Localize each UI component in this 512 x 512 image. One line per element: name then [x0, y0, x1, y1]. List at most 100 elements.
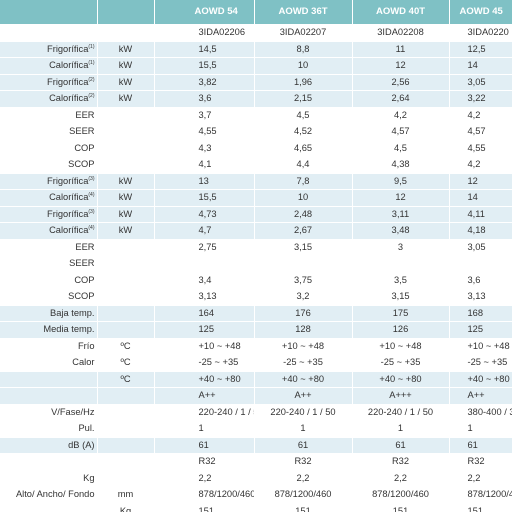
column-header: AOWD 54 [154, 0, 255, 25]
row-label: Media temp. [0, 321, 98, 339]
row-label [0, 371, 98, 388]
row-label-text: Frigorífica [47, 175, 89, 186]
cell-value: 2,15 [254, 90, 353, 108]
row-label-text: Frío [77, 340, 95, 351]
row-label-text: Baja temp. [50, 307, 95, 318]
table-row: 3IDA02206 3IDA02207 3IDA02208 3IDA0220 [0, 24, 512, 42]
cell-value: 151 [254, 503, 353, 512]
cell-value: 3IDA02206 [154, 24, 255, 42]
row-label-text: COP [74, 274, 95, 285]
row-label [0, 453, 98, 471]
cell-value: 164 [154, 305, 255, 322]
cell-value: 4,18 [449, 222, 512, 240]
table-row: ºC +40 ~ +80 +40 ~ +80 +40 ~ +80 +40 ~ +80 [0, 371, 512, 388]
cell-value: 4,4 [254, 156, 353, 174]
cell-value [154, 255, 255, 273]
table-row: R32 R32 R32 R32 [0, 453, 512, 471]
row-label: Calorífica(4) [0, 189, 98, 207]
cell-value: 4,55 [154, 123, 255, 141]
table-row: EER 2,75 3,15 3 3,05 [0, 239, 512, 256]
table-row: Alto/ Ancho/ Fondo mm 878/1200/460 878/1200… [0, 486, 512, 504]
table-row: COP 3,4 3,75 3,5 3,6 [0, 272, 512, 289]
column-header: AOWD 36T [254, 0, 353, 25]
cell-value: 15,5 [154, 57, 255, 75]
cell-value: 2,2 [449, 470, 512, 487]
cell-value: 4,7 [154, 222, 255, 240]
cell-value: 3,15 [254, 239, 353, 256]
row-unit [97, 437, 155, 454]
cell-value: 2,67 [254, 222, 353, 240]
cell-value: 10 [254, 57, 353, 75]
row-label-text: SCOP [68, 291, 95, 301]
cell-value: 3,05 [449, 74, 512, 91]
cell-value: 3IDA02207 [254, 24, 353, 42]
row-unit [97, 404, 155, 421]
cell-value: +40 ~ +80 [352, 371, 450, 388]
footnote-marker: (2) [88, 92, 95, 99]
row-label-text: Frigorífica [47, 43, 89, 54]
header-row: AOWD 54 AOWD 36T AOWD 40T AOWD 45 [0, 0, 512, 25]
table-row: Frigorífica(3) kW 4,73 2,48 3,11 4,11 [0, 206, 512, 223]
row-label: Calorífica(2) [0, 90, 98, 108]
footnote-marker: (1) [88, 59, 95, 66]
cell-value: R32 [154, 453, 255, 471]
cell-value: 61 [254, 437, 353, 454]
cell-value: 220-240 / 1 / 50 [352, 404, 450, 421]
table-row: Calorífica(4) kW 15,5 10 12 14 [0, 189, 512, 207]
row-unit [97, 288, 155, 306]
table-row: Frigorífica(3) kW 13 7,8 9,5 12 [0, 173, 512, 190]
table-row: Media temp. 125 128 126 125 [0, 321, 512, 339]
row-label-text: Frigorífica [47, 76, 89, 87]
footnote-marker: (4) [88, 191, 95, 198]
cell-value: +40 ~ +80 [254, 371, 353, 388]
table-row: SEER 4,55 4,52 4,57 4,57 [0, 123, 512, 141]
table-row: SCOP 4,1 4,4 4,38 4,2 [0, 156, 512, 174]
cell-value: 151 [154, 503, 255, 512]
cell-value: 175 [352, 305, 450, 322]
table-row: Calorífica(4) kW 4,7 2,67 3,48 4,18 [0, 222, 512, 240]
cell-value: 380-400 / 3 / [449, 404, 512, 421]
table-row: V/Fase/Hz 220-240 / 1 / 50 220-240 / 1 / 5… [0, 404, 512, 421]
cell-value: 2,56 [352, 74, 450, 91]
cell-value: A++ [254, 387, 353, 405]
cell-value: 12,5 [449, 41, 512, 58]
footnote-marker: (4) [88, 224, 95, 231]
cell-value: 3,13 [154, 288, 255, 306]
cell-value: 128 [254, 321, 353, 339]
table-row: Kg 2,2 2,2 2,2 2,2 [0, 470, 512, 487]
cell-value: 13 [154, 173, 255, 190]
row-label-text: Calorífica [49, 192, 89, 202]
row-unit: ºC [97, 354, 155, 372]
row-label-text: Calorífica [49, 225, 89, 235]
column-header: AOWD 40T [352, 0, 450, 25]
cell-value: 2,75 [154, 239, 255, 256]
cell-value: 15,5 [154, 189, 255, 207]
row-label-text: V/Fase/Hz [51, 406, 95, 417]
cell-value: 176 [254, 305, 353, 322]
row-label-text: Calor [72, 357, 95, 367]
row-unit [97, 470, 155, 487]
cell-value: +40 ~ +80 [449, 371, 512, 388]
cell-value: 1 [352, 420, 450, 438]
table-row: Frigorífica(2) kW 3,82 1,96 2,56 3,05 [0, 74, 512, 91]
row-label [0, 387, 98, 405]
row-label-text: Calorífica [49, 93, 89, 103]
cell-value: 14 [449, 57, 512, 75]
row-label: SEER [0, 255, 98, 273]
row-label: Frío [0, 338, 98, 355]
row-label: Frigorífica(2) [0, 74, 98, 91]
table-row: Pul. 1 1 1 1 [0, 420, 512, 438]
cell-value: 3,6 [154, 90, 255, 108]
cell-value: A++ [449, 387, 512, 405]
row-label-text: EER [75, 241, 95, 252]
row-label: Frigorífica(3) [0, 206, 98, 223]
row-label-text: Alto/ Ancho/ Fondo [15, 489, 95, 499]
table-row: EER 3,7 4,5 4,2 4,2 [0, 107, 512, 124]
row-unit: kW [97, 206, 155, 223]
table-row: SEER [0, 255, 512, 273]
cell-value: 8,8 [254, 41, 353, 58]
cell-value: 4,73 [154, 206, 255, 223]
row-unit: ºC [97, 371, 155, 388]
cell-value: 220-240 / 1 / 50 [154, 404, 255, 421]
